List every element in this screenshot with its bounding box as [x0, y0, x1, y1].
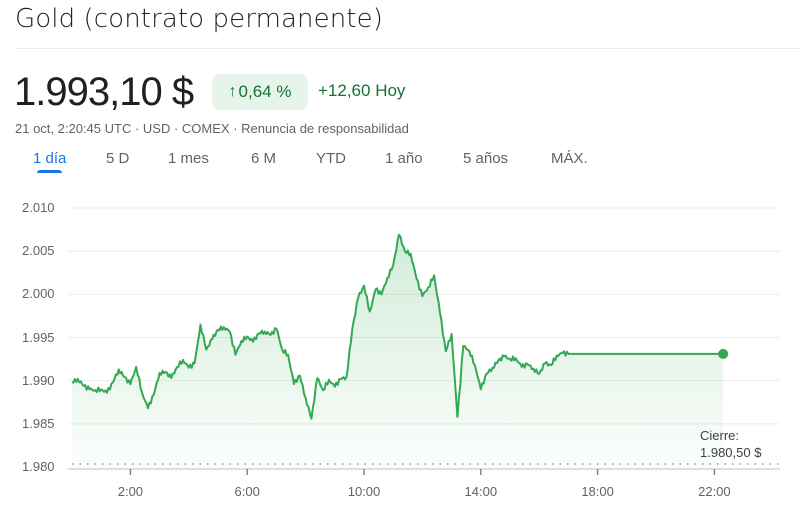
- y-axis-tick-label: 1.980: [22, 459, 55, 474]
- x-axis-tick-label: 18:00: [581, 484, 614, 499]
- arrow-up-icon: ↑: [228, 83, 237, 100]
- price-chart[interactable]: 2.010 2.005 2.000 1.995 1.990 1.985 1.980 2:00…: [0, 190, 800, 522]
- y-axis-tick-label: 1.985: [22, 415, 55, 431]
- tab-6-months[interactable]: 6 M: [251, 150, 277, 167]
- exchange: COMEX: [181, 121, 230, 136]
- price-area-fill: [72, 234, 724, 469]
- current-price: 1.993,10 $: [14, 70, 194, 114]
- price-chart-svg[interactable]: [0, 190, 800, 522]
- y-axis-tick-label: 2.000: [22, 286, 55, 302]
- currency: USD: [142, 121, 171, 136]
- timestamp: 21 oct, 2:20:45 UTC: [15, 121, 132, 136]
- x-axis-tick-label: 10:00: [347, 484, 381, 499]
- y-axis-tick-label: 2.005: [22, 243, 55, 259]
- tab-1-year[interactable]: 1 año: [385, 150, 423, 167]
- x-axis-tick-label: 14:00: [464, 484, 498, 499]
- x-axis-tick-label: 22:00: [698, 484, 731, 499]
- instrument-title: Gold (contrato permanente): [15, 4, 383, 34]
- header-divider: [15, 48, 800, 49]
- last-price-dot: [718, 348, 729, 359]
- tab-5-years[interactable]: 5 años: [463, 150, 509, 167]
- y-axis-tick-label: 1.990: [22, 372, 55, 388]
- price-line: [71, 233, 724, 420]
- disclaimer-link[interactable]: Renuncia de responsabilidad: [241, 121, 409, 136]
- tab-1-month[interactable]: 1 mes: [168, 150, 209, 167]
- x-axis-tick-label: 2:00: [117, 484, 144, 499]
- y-axis-tick-label: 2.010: [22, 200, 55, 215]
- change-absolute: +12,60 Hoy: [318, 81, 406, 100]
- tab-max[interactable]: MÁX.: [551, 150, 588, 167]
- previous-close-label: Cierre: 1.980,50 $: [700, 428, 762, 460]
- change-percent: 0,64 %: [238, 82, 292, 101]
- x-axis-tick-label: 6:00: [234, 484, 260, 499]
- tab-1-day[interactable]: 1 día: [33, 150, 67, 173]
- quote-meta: 21 oct, 2:20:45 UTC · USD · COMEX · Renu…: [15, 121, 409, 136]
- y-axis-tick-label: 1.995: [22, 329, 55, 345]
- tab-ytd[interactable]: YTD: [316, 150, 346, 167]
- tab-5-days[interactable]: 5 D: [106, 150, 130, 167]
- change-percent-badge: ↑ 0,64 %: [212, 74, 308, 110]
